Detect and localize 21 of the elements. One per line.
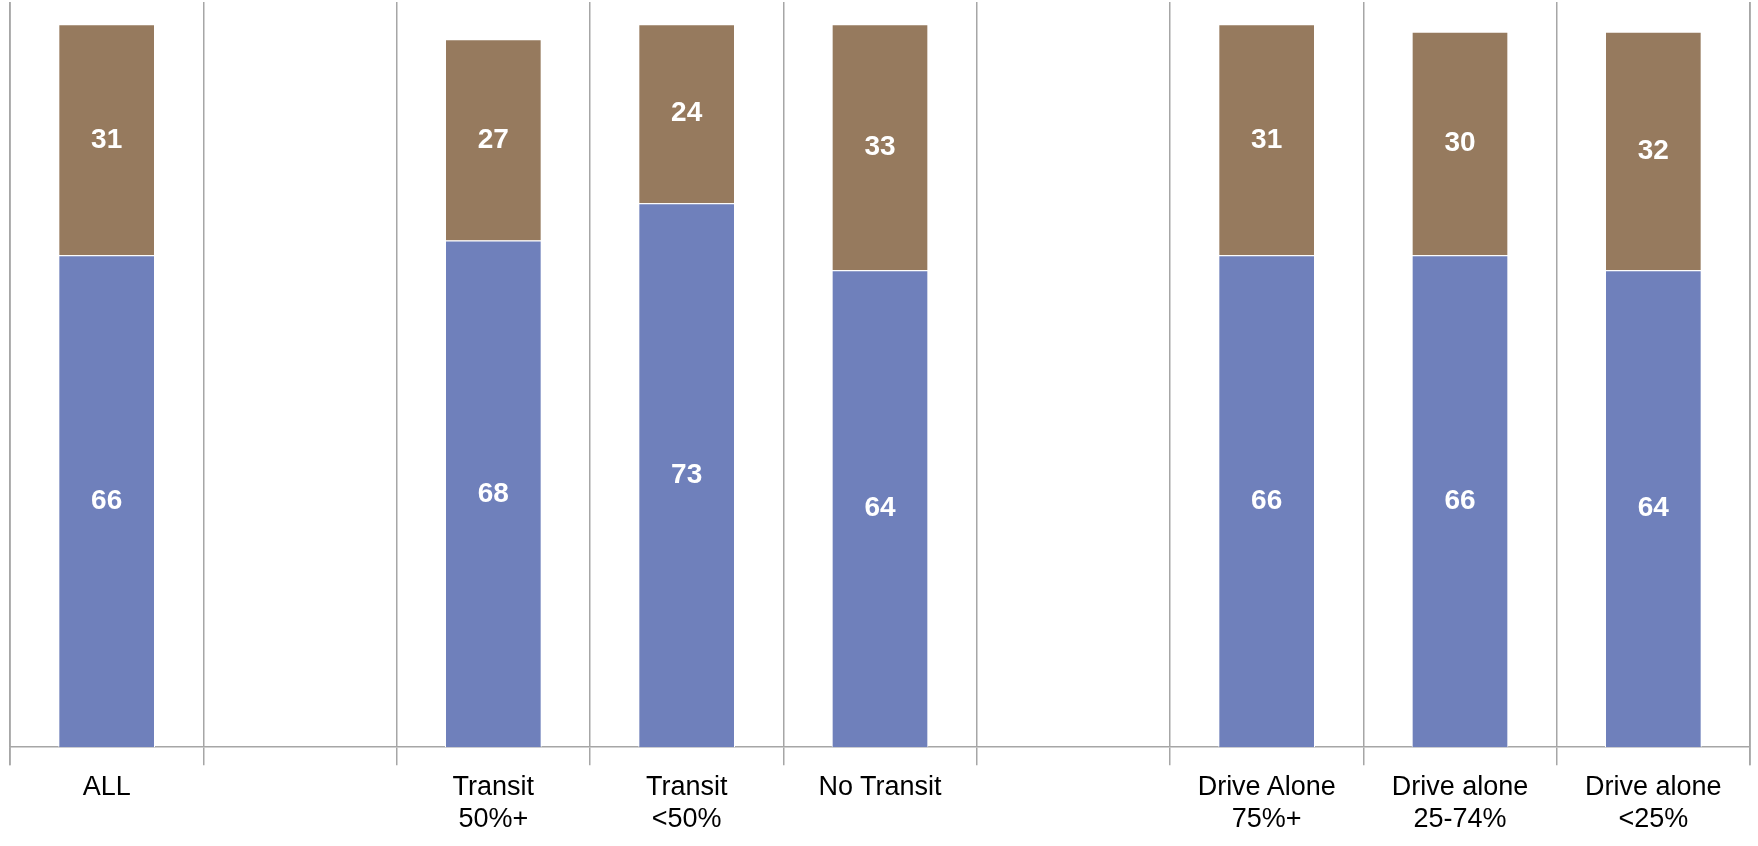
data-label: 24	[671, 96, 703, 128]
data-label: 32	[1637, 133, 1669, 165]
x-tick-label: Transit <50%	[645, 770, 728, 834]
x-tick-label: Transit 50%+	[452, 770, 535, 834]
x-tick-label: No Transit	[818, 770, 943, 801]
data-label: 30	[1444, 126, 1476, 158]
x-tick-label: Drive alone <25%	[1585, 770, 1722, 834]
data-label: 31	[1251, 122, 1283, 154]
x-tick-label: Drive alone 25-74%	[1391, 770, 1529, 834]
data-label: 66	[91, 484, 123, 515]
data-label: 33	[864, 130, 896, 162]
data-label: 73	[671, 457, 703, 489]
data-label: 64	[1637, 491, 1670, 523]
data-label: 66	[1251, 484, 1283, 515]
x-tick-label: Drive Alone 75%+	[1197, 770, 1336, 834]
data-label: 27	[477, 122, 509, 154]
x-tick-label: ALL	[82, 770, 131, 801]
data-label: 66	[1444, 484, 1476, 515]
data-label: 68	[477, 476, 509, 508]
data-label: 31	[91, 122, 123, 154]
data-label: 64	[864, 491, 896, 523]
